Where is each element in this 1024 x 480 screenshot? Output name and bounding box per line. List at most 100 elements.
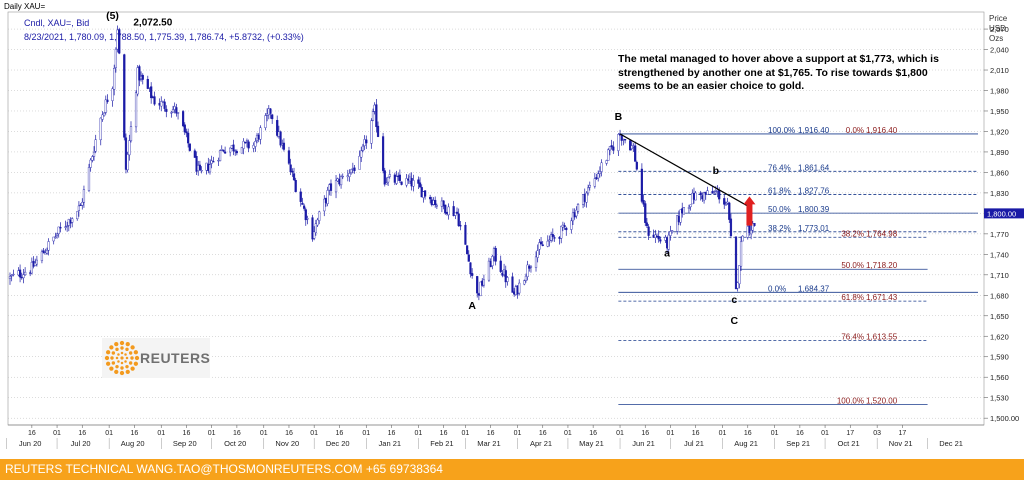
fib-blue-value: 1,827.76 [798, 186, 830, 195]
logo-dot [119, 370, 125, 376]
candle-body [682, 207, 686, 215]
xtick-day-label: 16 [641, 430, 649, 437]
xtick-month-label: Oct 21 [838, 439, 860, 448]
candle-body [511, 276, 514, 293]
candle-body [134, 92, 138, 128]
logo-dot [120, 366, 124, 370]
logo-dot [115, 356, 119, 360]
ytick-label: 1,620 [990, 332, 1009, 341]
candle-body [575, 209, 578, 217]
candle-body [467, 254, 470, 262]
candle-body [181, 111, 185, 127]
fib-blue-pct: 100.0% [768, 126, 795, 135]
fib-blue-value: 1,684.37 [798, 284, 830, 293]
up-arrow-icon [743, 196, 756, 226]
candle-body [466, 245, 469, 255]
candle-body [118, 29, 121, 54]
candle-body [208, 164, 212, 173]
candle-body [442, 200, 445, 207]
logo-dot [111, 361, 116, 365]
candle-body [252, 145, 255, 149]
candle-body [464, 224, 467, 245]
xtick-month-label: Jun 21 [632, 439, 655, 448]
xtick-month-label: Oct 20 [224, 439, 246, 448]
price-axis-title-line: Price [989, 14, 1008, 23]
candle-body [271, 114, 274, 120]
xtick-day-label: 01 [821, 430, 829, 437]
fib-red-pct: 38.2% [841, 229, 864, 238]
candle-body [185, 131, 188, 134]
candle-body [657, 236, 660, 240]
candle-body [659, 239, 662, 242]
logo-dot [117, 360, 120, 363]
candle-body [605, 160, 608, 164]
candle-body [385, 182, 388, 185]
candle-body [245, 140, 249, 142]
candle-body [193, 150, 196, 158]
ytick-label: 1,650 [990, 312, 1009, 321]
ytick-label: 1,710 [990, 271, 1009, 280]
candle-body [623, 139, 627, 141]
candle-body [94, 139, 97, 152]
candle-body [234, 150, 237, 152]
ytick-label: 1,590 [990, 353, 1009, 362]
candle-body [66, 225, 69, 227]
xtick-day-label: 16 [440, 430, 448, 437]
candle-body [694, 192, 697, 201]
candle-body [482, 279, 486, 286]
candle-body [18, 269, 22, 278]
candle-body [538, 242, 541, 250]
xtick-day-label: 16 [183, 430, 191, 437]
candle-body [504, 270, 507, 283]
candle-body [620, 135, 623, 141]
candle-body [388, 174, 391, 177]
logo-dot [114, 341, 119, 347]
candle-body [289, 164, 292, 173]
series-label: Cndl, XAU=, Bid [24, 18, 90, 28]
logo-dot [134, 355, 140, 361]
xtick-month-label: Apr 21 [530, 439, 552, 448]
candle-body [282, 142, 286, 150]
logo-dot [130, 345, 135, 350]
candle-body [412, 180, 415, 187]
candle-body [264, 115, 267, 128]
candle-body [647, 226, 650, 236]
candle-body [734, 236, 738, 290]
candle-body [128, 140, 131, 156]
candle-body [736, 282, 739, 289]
logo-text: REUTERS [140, 350, 211, 366]
candle-body [146, 79, 149, 89]
candle-body [375, 104, 378, 128]
candle-body [235, 151, 238, 154]
logo-dot [117, 353, 120, 356]
fib-red-pct: 61.8% [841, 293, 864, 302]
xtick-day-label: 01 [771, 430, 779, 437]
fib-blue-pct: 76.4% [768, 163, 791, 172]
xtick-day-label: 16 [744, 430, 752, 437]
window-title: Daily XAU= [4, 2, 46, 11]
candle-body [326, 190, 329, 204]
candle-body [598, 171, 601, 174]
candle-body [541, 244, 544, 246]
candle-body [671, 230, 674, 233]
ytick-label: 1,560 [990, 373, 1009, 382]
xtick-month-label: Sep 21 [786, 439, 810, 448]
candle-body [371, 111, 375, 121]
candle-body [111, 88, 114, 101]
candle-body [302, 205, 306, 209]
fib-blue-value: 1,861.64 [798, 163, 830, 172]
candle-body [64, 226, 67, 228]
candle-body [318, 211, 321, 221]
candle-body [452, 206, 455, 216]
candle-body [714, 191, 717, 194]
candle-body [593, 178, 596, 187]
candle-body [679, 209, 682, 223]
logo-dot [104, 355, 110, 361]
candle-body [597, 173, 600, 179]
xtick-day-label: 16 [692, 430, 700, 437]
logo-dot [130, 366, 135, 371]
candle-body [536, 250, 539, 258]
candle-body [291, 170, 294, 173]
logo-dot [125, 369, 130, 375]
